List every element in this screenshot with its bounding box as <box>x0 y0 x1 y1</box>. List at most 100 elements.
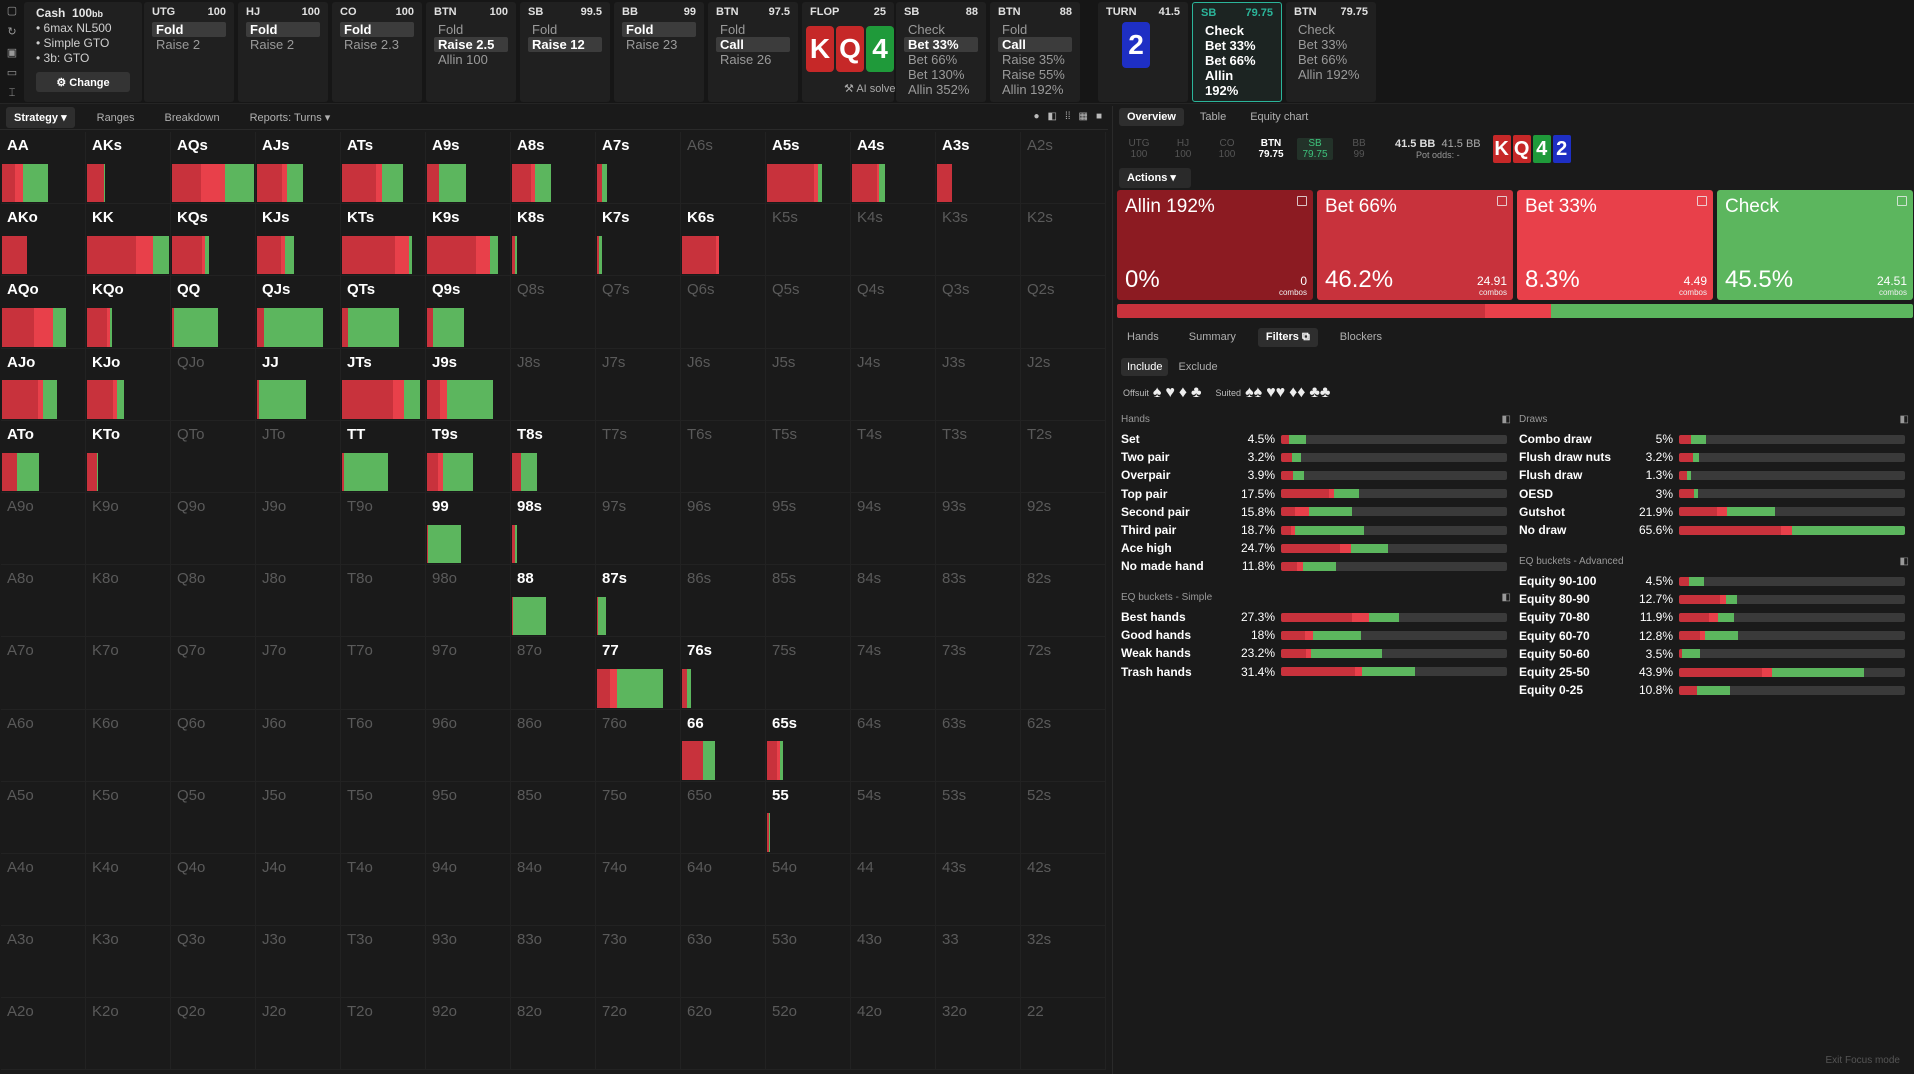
action-option[interactable]: Bet 66% <box>1205 53 1256 68</box>
hand-cell-T9o[interactable]: T9o <box>341 492 426 566</box>
action-option[interactable]: Bet 33% <box>904 37 978 52</box>
action-option[interactable]: Bet 130% <box>908 67 965 82</box>
hand-cell-53o[interactable]: 53o <box>766 926 851 999</box>
hand-cell-J6s[interactable]: J6s <box>681 348 766 421</box>
hand-cell-K5s[interactable]: K5s <box>766 204 851 277</box>
hand-cell-64o[interactable]: 64o <box>681 853 766 927</box>
hand-cell-73o[interactable]: 73o <box>596 926 681 999</box>
hand-cell-52s[interactable]: 52s <box>1021 781 1106 854</box>
hand-cell-JJ[interactable]: JJ <box>256 348 341 421</box>
circle-view-icon[interactable]: ● <box>1033 111 1040 122</box>
hand-cell-KQo[interactable]: KQo <box>86 276 171 349</box>
heart-icon[interactable]: ♥ <box>1165 384 1175 401</box>
hand-cell-A8s[interactable]: A8s <box>511 132 596 205</box>
filter-row[interactable]: No draw 65.6% <box>1519 521 1909 539</box>
action-option[interactable]: Allin 192% <box>1298 67 1360 82</box>
hand-cell-QJs[interactable]: QJs <box>256 276 341 349</box>
action-option[interactable]: Fold <box>622 22 696 37</box>
include-button[interactable]: Include <box>1121 358 1169 376</box>
hand-cell-J9o[interactable]: J9o <box>256 492 341 566</box>
hand-cell-T2o[interactable]: T2o <box>341 998 426 1071</box>
hand-cell-88[interactable]: 88 <box>511 565 596 638</box>
hand-cell-86o[interactable]: 86o <box>511 709 596 782</box>
hand-cell-T4o[interactable]: T4o <box>341 853 426 927</box>
filter-row[interactable]: Gutshot 21.9% <box>1519 503 1909 521</box>
hand-cell-A5s[interactable]: A5s <box>766 132 851 205</box>
hand-cell-73s[interactable]: 73s <box>936 637 1021 710</box>
hand-cell-A9s[interactable]: A9s <box>426 132 511 205</box>
hand-cell-Q4s[interactable]: Q4s <box>851 276 936 349</box>
suited-diamonds-icon[interactable]: ♦♦ <box>1289 384 1306 401</box>
hand-cell-75o[interactable]: 75o <box>596 781 681 854</box>
filter-row[interactable]: Flush draw 1.3% <box>1519 466 1909 484</box>
hand-cell-97s[interactable]: 97s <box>596 492 681 566</box>
action-option[interactable]: Fold <box>532 22 558 37</box>
hand-cell-JTo[interactable]: JTo <box>256 420 341 493</box>
action-option[interactable]: Raise 55% <box>1002 67 1065 82</box>
hand-cell-76s[interactable]: 76s <box>681 637 766 710</box>
hand-cell-K3o[interactable]: K3o <box>86 926 171 999</box>
hand-cell-85o[interactable]: 85o <box>511 781 596 854</box>
hand-cell-K6o[interactable]: K6o <box>86 709 171 782</box>
cursor-icon[interactable]: ⌶ <box>8 87 16 99</box>
action-option[interactable]: Raise 26 <box>720 52 772 67</box>
hand-cell-QTs[interactable]: QTs <box>341 276 426 349</box>
hand-cell-92o[interactable]: 92o <box>426 998 511 1071</box>
tab-reports[interactable]: Reports: Turns ▾ <box>249 112 331 124</box>
action-option[interactable]: Call <box>998 37 1072 52</box>
hand-cell-95o[interactable]: 95o <box>426 781 511 854</box>
hand-cell-J8o[interactable]: J8o <box>256 565 341 638</box>
change-button[interactable]: ⚙ Change <box>36 72 130 92</box>
action-option[interactable]: Call <box>716 37 790 52</box>
action-option[interactable]: Fold <box>152 22 226 37</box>
tab-filters[interactable]: Filters ⧉ <box>1257 328 1318 347</box>
hand-cell-44[interactable]: 44 <box>851 853 936 927</box>
hand-cell-KQs[interactable]: KQs <box>171 204 256 277</box>
action-option[interactable]: Bet 66% <box>908 52 958 67</box>
hand-cell-96o[interactable]: 96o <box>426 709 511 782</box>
hand-cell-94o[interactable]: 94o <box>426 853 511 927</box>
action-option[interactable]: Raise 12 <box>528 37 602 52</box>
toggle-icon[interactable]: ◧ <box>1899 414 1909 425</box>
exclude-button[interactable]: Exclude <box>1178 361 1218 373</box>
tab-blockers[interactable]: Blockers <box>1339 331 1382 343</box>
hand-cell-A4o[interactable]: A4o <box>1 853 86 927</box>
action-option[interactable]: Fold <box>340 22 414 37</box>
toggle-icon[interactable]: ◧ <box>1501 414 1511 425</box>
action-option[interactable]: Fold <box>720 22 746 37</box>
save-icon[interactable]: ▣ <box>6 46 18 59</box>
hand-cell-J3o[interactable]: J3o <box>256 926 341 999</box>
hand-cell-Q2o[interactable]: Q2o <box>171 998 256 1071</box>
action-card-bet33[interactable]: Bet 33% 8.3% 4.49 combos <box>1517 190 1713 300</box>
hand-cell-62s[interactable]: 62s <box>1021 709 1106 782</box>
hand-cell-Q9s[interactable]: Q9s <box>426 276 511 349</box>
hand-cell-86s[interactable]: 86s <box>681 565 766 638</box>
action-option[interactable]: Raise 23 <box>626 37 678 52</box>
hand-cell-K8o[interactable]: K8o <box>86 565 171 638</box>
hand-cell-83o[interactable]: 83o <box>511 926 596 999</box>
expand-icon[interactable] <box>1897 196 1907 206</box>
hand-cell-J4o[interactable]: J4o <box>256 853 341 927</box>
hand-cell-Q3o[interactable]: Q3o <box>171 926 256 999</box>
action-option[interactable]: Allin 352% <box>908 82 970 97</box>
square-icon[interactable]: ▢ <box>6 5 18 17</box>
action-option[interactable]: Allin 192% <box>1205 68 1239 98</box>
hand-cell-84s[interactable]: 84s <box>851 565 936 638</box>
hand-cell-74o[interactable]: 74o <box>596 853 681 927</box>
hand-cell-92s[interactable]: 92s <box>1021 492 1106 566</box>
hand-cell-99[interactable]: 99 <box>426 492 511 566</box>
actions-dropdown[interactable]: Actions ▾ <box>1119 168 1191 188</box>
hand-cell-KJo[interactable]: KJo <box>86 348 171 421</box>
tab-table[interactable]: Table <box>1199 111 1227 123</box>
hand-cell-A5o[interactable]: A5o <box>1 781 86 854</box>
hand-cell-A2o[interactable]: A2o <box>1 998 86 1071</box>
club-icon[interactable]: ♣ <box>1191 384 1202 401</box>
hand-cell-K6s[interactable]: K6s <box>681 204 766 277</box>
hand-cell-77[interactable]: 77 <box>596 637 681 710</box>
tab-ranges[interactable]: Ranges <box>96 111 135 124</box>
hand-cell-53s[interactable]: 53s <box>936 781 1021 854</box>
hand-cell-83s[interactable]: 83s <box>936 565 1021 638</box>
hand-cell-Q3s[interactable]: Q3s <box>936 276 1021 349</box>
spade-icon[interactable]: ♠ <box>1152 384 1162 401</box>
hand-cell-KTo[interactable]: KTo <box>86 420 171 493</box>
